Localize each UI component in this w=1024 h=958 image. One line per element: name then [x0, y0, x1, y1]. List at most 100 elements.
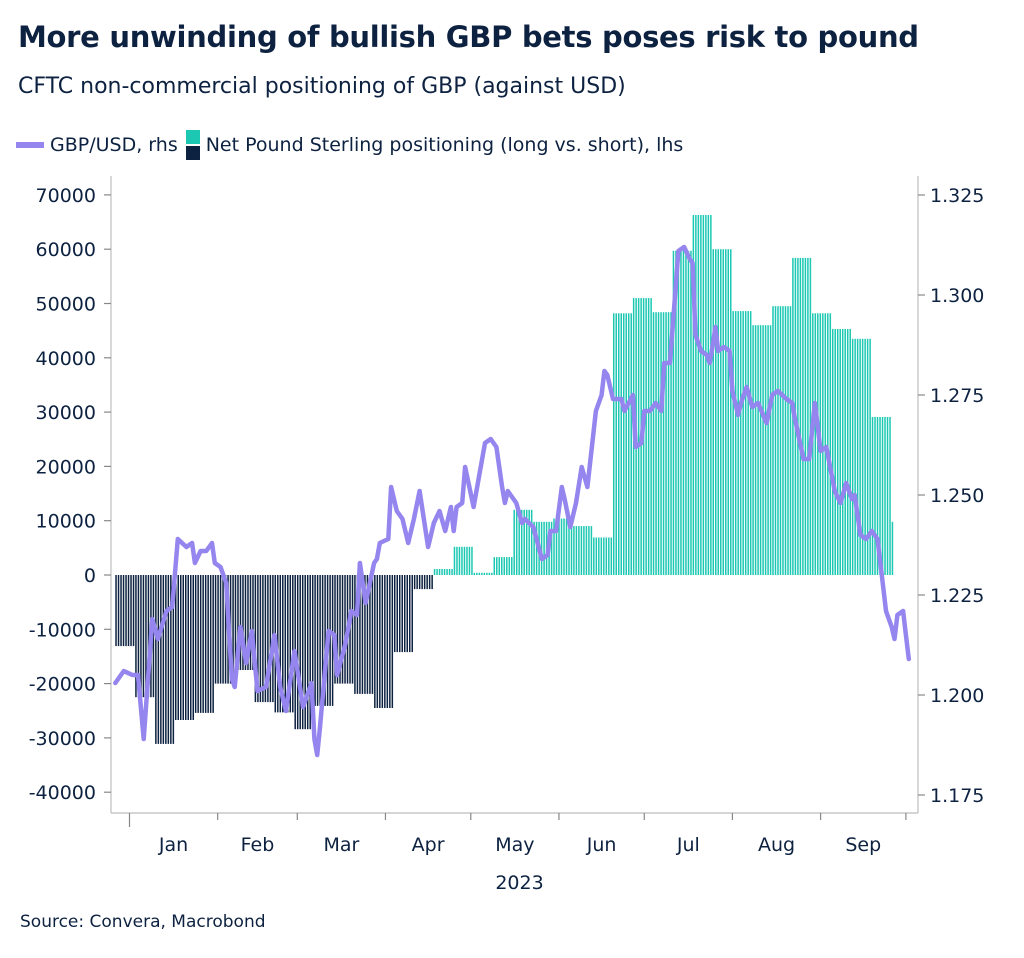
bar-stripe	[645, 298, 647, 575]
bar-stripe	[752, 325, 754, 575]
bar-stripe	[371, 575, 374, 694]
bar-stripe	[627, 313, 630, 575]
bar-stripe	[558, 518, 560, 575]
bar-stripe	[135, 575, 137, 698]
bar-stripe	[493, 557, 496, 575]
bar-stripe	[769, 325, 772, 575]
bar-stripe	[844, 329, 846, 575]
bar-stripe	[403, 575, 406, 653]
bar-stripe	[836, 329, 839, 575]
bar-stripe	[249, 575, 252, 670]
month-label: Feb	[241, 834, 275, 856]
bar-stripe	[219, 575, 222, 684]
bar-stripe	[160, 575, 162, 744]
bar-stripe	[839, 329, 841, 575]
bar-stripe	[670, 312, 672, 575]
bar-stripe	[859, 338, 861, 575]
bar-stripe	[585, 526, 588, 575]
bar-stripe	[115, 575, 117, 647]
bar	[612, 313, 632, 575]
bar	[593, 537, 613, 575]
tick-labels-group: 70000 60000 50000 40000 30000 20000 10000 0 -100…	[29, 185, 985, 894]
bar	[692, 215, 712, 575]
bar-stripe	[851, 338, 854, 575]
bar-stripe	[421, 575, 423, 590]
bar-stripe	[423, 575, 426, 590]
left-tick-label: 40000	[36, 348, 96, 370]
chart-subtitle: CFTC non-commercial positioning of GBP (…	[18, 74, 626, 99]
bar-stripe	[797, 257, 799, 575]
gbpusd-line	[113, 244, 912, 758]
bar-stripe	[269, 575, 272, 703]
bar	[652, 312, 672, 575]
bar-stripe	[608, 537, 610, 575]
bar-stripe	[829, 313, 832, 575]
source-note: Source: Convera, Macrobond	[20, 912, 266, 932]
bar-stripe	[593, 537, 595, 575]
bar-stripe	[433, 569, 436, 575]
bar-stripe	[127, 575, 130, 647]
bar-stripe	[386, 575, 389, 708]
bar-stripe	[157, 575, 160, 744]
bar-stripe	[239, 575, 242, 670]
legend: GBP/USD, rhs Net Pound Sterling position…	[16, 130, 683, 160]
bar-stripe	[799, 257, 802, 575]
bar-stripe	[287, 575, 289, 713]
bar-stripe	[197, 575, 199, 713]
bar-stripe	[730, 249, 732, 575]
bar	[473, 572, 493, 575]
bar	[573, 526, 593, 575]
bar-stripe	[861, 338, 864, 575]
bar-stripe	[807, 257, 809, 575]
bar-stripe	[518, 509, 520, 575]
bar-stripe	[804, 257, 807, 575]
bar-stripe	[334, 575, 336, 684]
bar-stripe	[834, 329, 836, 575]
bar-stripe	[155, 575, 157, 744]
bar-stripe	[697, 215, 700, 575]
bar-stripe	[351, 575, 354, 684]
bar-stripe	[471, 546, 473, 575]
bar	[831, 329, 851, 575]
bar-stripe	[374, 575, 376, 708]
bar-stripe	[488, 572, 491, 575]
legend-bar-swatch	[185, 130, 200, 160]
bar-stripe	[687, 250, 690, 576]
bar-stripe	[222, 575, 224, 684]
bar-stripe	[125, 575, 127, 647]
bar-stripe	[306, 575, 309, 730]
bar-stripe	[209, 575, 212, 713]
bar-stripe	[204, 575, 207, 713]
bar	[772, 306, 792, 575]
bar-stripe	[742, 311, 744, 575]
bar-stripe	[418, 575, 421, 590]
bar-stripe	[381, 575, 384, 708]
bar-stripe	[481, 572, 483, 575]
bar-stripe	[252, 575, 254, 670]
bar-stripe	[600, 537, 603, 575]
bar-stripe	[568, 518, 570, 575]
bar-stripe	[182, 575, 184, 720]
bar-stripe	[550, 521, 553, 575]
bar-stripe	[257, 575, 259, 703]
bar-stripe	[876, 417, 879, 575]
bar-stripe	[190, 575, 192, 720]
bar-stripe	[712, 249, 715, 575]
bar-stripe	[690, 250, 692, 576]
bar-stripe	[530, 509, 533, 575]
bar-stripe	[167, 575, 170, 744]
bar-stripe	[316, 575, 319, 706]
month-label: Aug	[758, 834, 795, 856]
bar	[712, 249, 732, 575]
bar-stripe	[453, 546, 456, 575]
bar-stripe	[528, 509, 530, 575]
bar-stripe	[199, 575, 202, 713]
bar	[891, 521, 894, 575]
bar-stripe	[603, 537, 605, 575]
bar-stripe	[707, 215, 710, 575]
bar-stripe	[749, 311, 752, 575]
bar	[175, 575, 194, 720]
bar-stripe	[344, 575, 346, 684]
bar-stripe	[665, 312, 667, 575]
bar-stripe	[284, 575, 287, 713]
